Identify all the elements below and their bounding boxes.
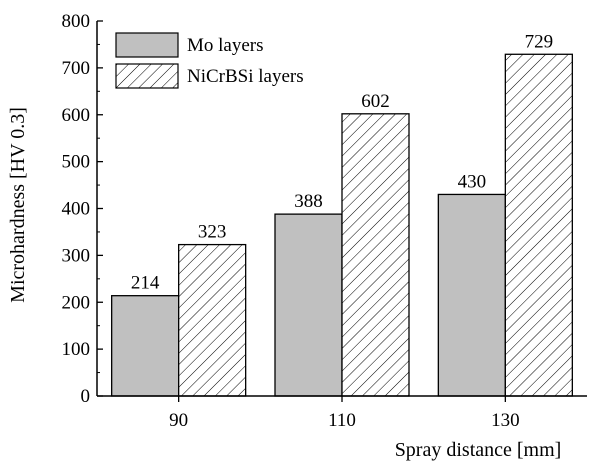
data-label: 430 — [458, 171, 487, 192]
bar-mo-90 — [111, 295, 180, 397]
bar-nicrbsi-90 — [178, 243, 247, 397]
bar-nicrbsi-110 — [341, 113, 410, 397]
y-axis-title: Microhardness [HV 0.3] — [7, 107, 29, 303]
y-tick-label: 400 — [62, 199, 91, 220]
y-tick-label: 200 — [62, 292, 91, 313]
x-axis-title: Spray distance [mm] — [395, 439, 562, 461]
x-tick-label: 110 — [328, 410, 356, 431]
data-label: 729 — [525, 31, 554, 52]
y-tick-label: 500 — [62, 152, 91, 173]
y-tick-label: 100 — [62, 339, 91, 360]
data-label: 388 — [294, 191, 323, 212]
data-label: 214 — [131, 273, 160, 294]
data-label: 602 — [361, 91, 390, 112]
y-tick-label: 300 — [62, 245, 91, 266]
legend-swatch — [115, 63, 179, 89]
legend-swatch — [115, 32, 179, 58]
x-tick-label: 130 — [491, 410, 520, 431]
legend-label: NiCrBSi layers — [187, 66, 304, 87]
bar-nicrbsi-130 — [504, 53, 573, 397]
y-tick-label: 600 — [62, 105, 91, 126]
bar-mo-110 — [274, 213, 343, 397]
data-label: 323 — [198, 222, 227, 243]
y-tick-label: 700 — [62, 58, 91, 79]
x-tick-label: 90 — [169, 410, 188, 431]
legend-label: Mo layers — [187, 35, 264, 56]
y-tick-label: 800 — [62, 11, 91, 32]
y-tick-label: 0 — [81, 386, 91, 407]
bar-mo-130 — [437, 193, 506, 397]
